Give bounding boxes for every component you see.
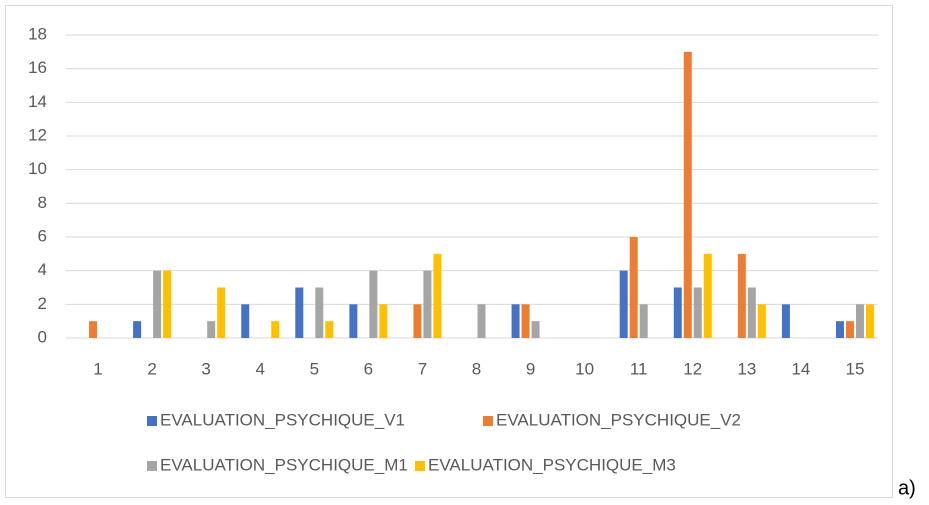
x-tick-label: 1 — [93, 359, 102, 378]
bar — [89, 321, 98, 338]
y-tick-label: 14 — [28, 92, 47, 111]
bar — [757, 304, 766, 338]
x-tick-label: 8 — [472, 359, 481, 378]
bar — [271, 321, 280, 338]
bar — [835, 321, 844, 338]
chart-border — [5, 5, 893, 498]
x-tick-label: 12 — [683, 359, 702, 378]
legend-swatch — [483, 416, 493, 426]
legend-label: EVALUATION_PSYCHIQUE_V1 — [160, 410, 405, 429]
bar — [295, 287, 304, 338]
bar — [619, 270, 628, 338]
x-tick-label: 3 — [201, 359, 210, 378]
bar — [379, 304, 388, 338]
bar — [325, 321, 334, 338]
bar — [845, 321, 854, 338]
x-tick-label: 6 — [364, 359, 373, 378]
y-tick-label: 16 — [28, 58, 47, 77]
y-tick-label: 2 — [38, 294, 47, 313]
bar — [747, 287, 756, 338]
bar — [413, 304, 422, 338]
bar — [241, 304, 250, 338]
y-tick-label: 6 — [38, 226, 47, 245]
bar — [133, 321, 142, 338]
bar — [693, 287, 702, 338]
bar — [865, 304, 874, 338]
bar — [639, 304, 648, 338]
bar — [673, 287, 682, 338]
bar — [349, 304, 358, 338]
legend-swatch — [147, 416, 157, 426]
legend-swatch — [415, 461, 425, 471]
bar — [521, 304, 530, 338]
bar — [737, 253, 746, 338]
x-tick-label: 4 — [255, 359, 264, 378]
y-tick-label: 18 — [28, 24, 47, 43]
bar — [531, 321, 540, 338]
bar — [433, 253, 442, 338]
x-tick-label: 13 — [737, 359, 756, 378]
legend-label: EVALUATION_PSYCHIQUE_M1 — [160, 455, 408, 474]
bar — [315, 287, 324, 338]
y-tick-label: 8 — [38, 193, 47, 212]
bar — [683, 51, 692, 338]
y-tick-label: 0 — [38, 327, 47, 346]
x-tick-label: 5 — [310, 359, 319, 378]
legend-label: EVALUATION_PSYCHIQUE_M3 — [428, 455, 676, 474]
bar — [217, 287, 226, 338]
x-tick-label: 15 — [846, 359, 865, 378]
bar — [423, 270, 432, 338]
bar — [163, 270, 172, 338]
bar — [207, 321, 216, 338]
bar — [153, 270, 162, 338]
x-tick-label: 14 — [791, 359, 810, 378]
x-tick-label: 9 — [526, 359, 535, 378]
bar — [369, 270, 378, 338]
y-tick-label: 10 — [28, 159, 47, 178]
annotation: a) — [898, 477, 916, 499]
x-tick-label: 2 — [147, 359, 156, 378]
y-tick-label: 4 — [38, 260, 47, 279]
x-tick-label: 10 — [575, 359, 594, 378]
bar — [477, 304, 486, 338]
bar — [703, 253, 712, 338]
y-tick-label: 12 — [28, 125, 47, 144]
bar — [855, 304, 864, 338]
legend-swatch — [147, 461, 157, 471]
bar — [629, 237, 638, 338]
x-tick-label: 7 — [418, 359, 427, 378]
x-tick-label: 11 — [630, 359, 648, 378]
legend-label: EVALUATION_PSYCHIQUE_V2 — [496, 410, 741, 429]
bar — [511, 304, 520, 338]
bar — [781, 304, 790, 338]
